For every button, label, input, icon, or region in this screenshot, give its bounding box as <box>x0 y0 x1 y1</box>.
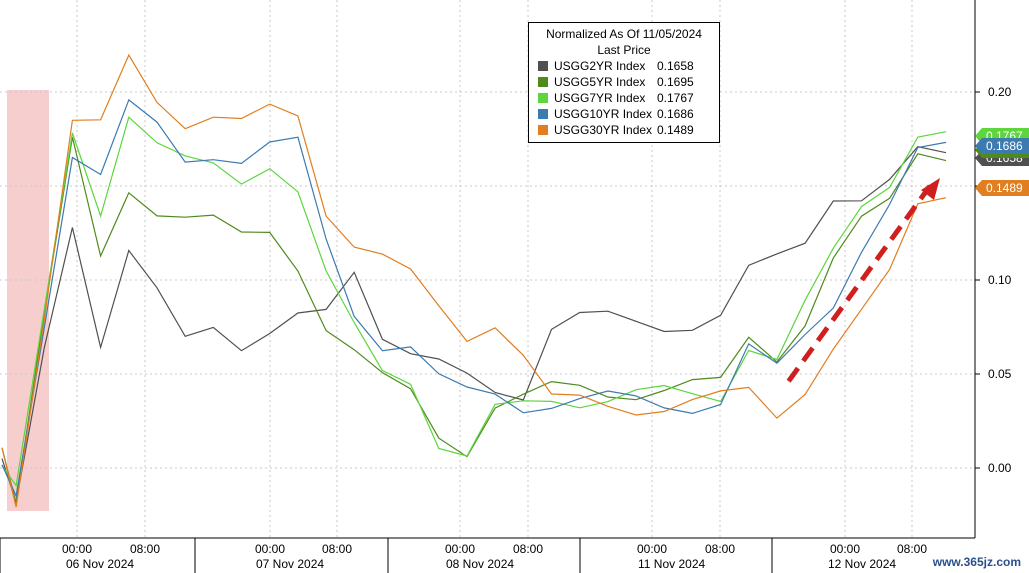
series-line-4 <box>1 53 947 508</box>
series-line-0 <box>1 146 947 503</box>
day-label-2: 08 Nov 2024 <box>446 557 514 571</box>
legend-entry-0: USGG2YR Index 0.1658 <box>529 58 719 74</box>
legend: Normalized As Of 11/05/2024 Last Price U… <box>528 22 720 143</box>
series-line-3 <box>1 98 947 498</box>
y-tick-label-2: 0.10 <box>988 273 1012 287</box>
last-value-tag-4: 0.1489 <box>975 180 1029 196</box>
legend-swatch <box>538 109 548 119</box>
x-tick-label-3: 08:00 <box>322 542 352 556</box>
legend-swatch <box>538 61 548 71</box>
legend-series-value: 0.1658 <box>657 59 694 73</box>
y-tick-label-3: 0.05 <box>988 367 1012 381</box>
legend-series-value: 0.1489 <box>657 123 694 137</box>
x-tick-label-8: 00:00 <box>830 542 860 556</box>
legend-series-name: USGG10YR Index <box>554 107 653 121</box>
legend-series-name: USGG7YR Index <box>554 91 646 105</box>
legend-title: Normalized As Of 11/05/2024 <box>546 27 702 41</box>
legend-series-name: USGG30YR Index <box>554 123 653 137</box>
series-line-1 <box>1 136 947 504</box>
day-label-3: 11 Nov 2024 <box>638 557 705 571</box>
legend-entry-3: USGG10YR Index 0.1686 <box>529 106 719 122</box>
x-tick-label-9: 08:00 <box>897 542 927 556</box>
legend-series-name: USGG2YR Index <box>554 59 646 73</box>
y-axis: 0.200.150.100.050.00 <box>974 0 1012 538</box>
x-tick-label-1: 08:00 <box>130 542 160 556</box>
legend-entry-1: USGG5YR Index 0.1695 <box>529 74 719 90</box>
y-tick-label-4: 0.00 <box>988 461 1012 475</box>
day-label-4: 12 Nov 2024 <box>828 557 896 571</box>
x-tick-label-2: 00:00 <box>255 542 285 556</box>
series-lines <box>1 53 947 508</box>
legend-series-value: 0.1695 <box>657 75 694 89</box>
highlight-band <box>7 90 49 511</box>
legend-swatch <box>538 125 548 135</box>
series-line-2 <box>1 116 947 488</box>
x-axis: 00:00 08:00 00:00 08:00 00:00 08:00 00:00 08:00… <box>0 537 975 573</box>
x-tick-label-6: 00:00 <box>637 542 667 556</box>
day-label-0: 06 Nov 2024 <box>66 557 134 571</box>
legend-entry-4: USGG30YR Index 0.1489 <box>529 122 719 138</box>
last-value-text-3: 0.1686 <box>986 139 1023 153</box>
legend-swatch <box>538 77 548 87</box>
trend-arrow <box>785 178 940 384</box>
watermark: www.365jz.com <box>932 555 1021 569</box>
legend-series-value: 0.1686 <box>657 107 694 121</box>
x-tick-label-5: 08:00 <box>513 542 543 556</box>
x-tick-label-0: 00:00 <box>62 542 92 556</box>
last-value-text-4: 0.1489 <box>986 181 1023 195</box>
y-tick-label-0: 0.20 <box>988 85 1012 99</box>
legend-swatch <box>538 93 548 103</box>
last-value-tag-3: 0.1686 <box>975 138 1029 154</box>
day-label-1: 07 Nov 2024 <box>256 557 324 571</box>
legend-subtitle: Last Price <box>597 43 651 57</box>
x-tick-label-7: 08:00 <box>705 542 735 556</box>
legend-entry-2: USGG7YR Index 0.1767 <box>529 90 719 106</box>
x-tick-label-4: 00:00 <box>445 542 475 556</box>
legend-series-name: USGG5YR Index <box>554 75 646 89</box>
legend-series-value: 0.1767 <box>657 91 694 105</box>
